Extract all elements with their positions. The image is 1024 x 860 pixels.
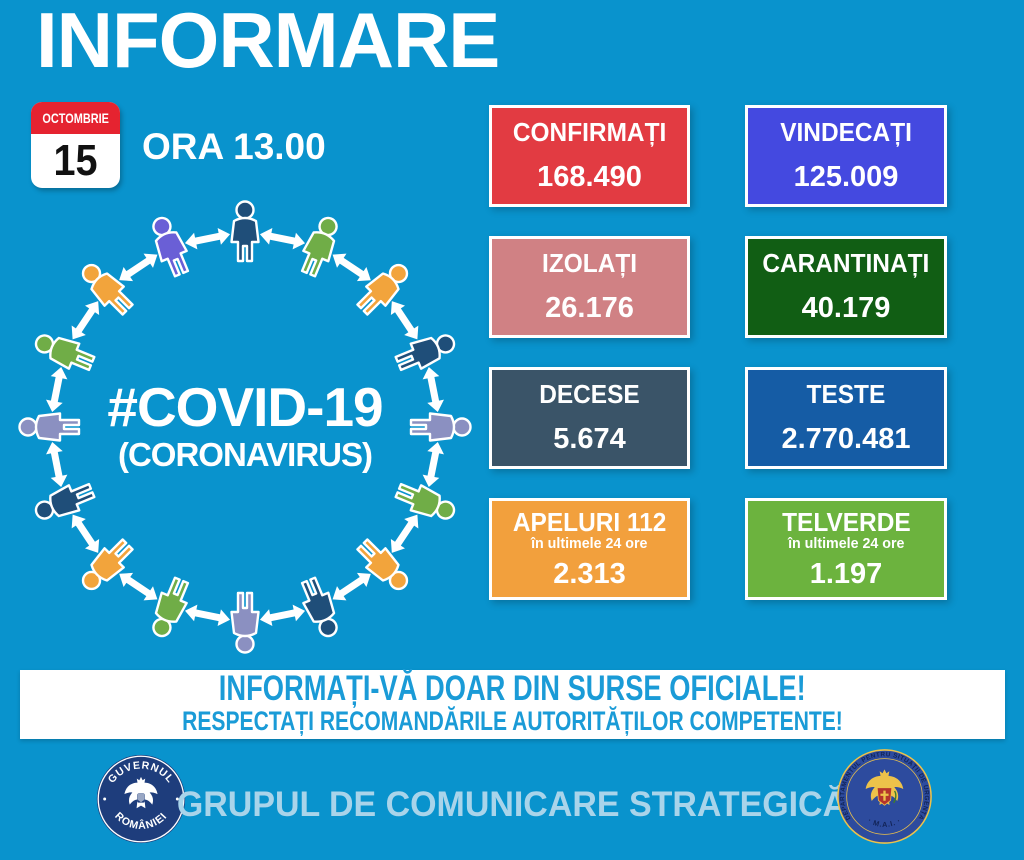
time-label: ORA 13.00	[142, 126, 326, 167]
stat-box-vindecati: VINDECAȚI 125.009	[745, 105, 947, 207]
double-arrow-icon	[119, 572, 158, 601]
double-arrow-icon	[422, 366, 444, 413]
person-figure-icon	[356, 263, 409, 316]
double-arrow-icon	[71, 301, 100, 340]
double-arrow-icon	[390, 301, 419, 340]
double-arrow-icon	[390, 514, 419, 553]
covid-circle-caption: #COVID-19 (CORONAVIRUS)	[10, 192, 480, 662]
stat-box-telverde: TELVERDE în ultimele 24 ore 1.197	[745, 498, 947, 600]
dsu-mai-seal-icon: DEPARTAMENTUL PENTRU SITUAȚII DE URGENȚA…	[837, 749, 932, 844]
double-arrow-icon	[46, 366, 68, 413]
stat-value: 40.179	[801, 292, 891, 325]
stat-value: 125.009	[793, 161, 899, 194]
gov-eagle-icon	[124, 776, 158, 809]
stats-grid: CONFIRMAȚI 168.490 VINDECAȚI 125.009 IZO…	[489, 105, 947, 600]
person-figure-icon	[394, 482, 456, 520]
stat-value: 2.313	[553, 557, 626, 590]
person-figure-icon	[34, 482, 96, 520]
person-figure-icon	[34, 334, 96, 372]
covid-people-circle: #COVID-19 (CORONAVIRUS)	[10, 192, 480, 662]
person-figure-icon	[356, 538, 409, 591]
covid-hashtag: #COVID-19	[107, 375, 383, 438]
stat-box-izolati: IZOLAȚI 26.176	[489, 236, 690, 338]
page-title: INFORMARE	[36, 0, 500, 84]
stat-label: TELVERDE	[781, 506, 911, 537]
double-arrow-icon	[184, 228, 231, 250]
double-arrow-icon	[46, 441, 68, 488]
stat-sublabel: în ultimele 24 ore	[531, 535, 648, 553]
stat-box-carantinati: CARANTINAȚI 40.179	[745, 236, 947, 338]
calendar-icon: OCTOMBRIE 15	[31, 102, 120, 188]
person-figure-icon	[230, 591, 260, 654]
calendar-day: 15	[53, 136, 98, 185]
calendar-month-band: OCTOMBRIE	[31, 102, 120, 134]
person-figure-icon	[152, 216, 190, 278]
stat-box-apeluri-112: APELURI 112 în ultimele 24 ore 2.313	[489, 498, 690, 600]
stat-box-decese: DECESE 5.674	[489, 367, 690, 469]
stat-label: IZOLAȚI	[541, 248, 638, 279]
person-figure-icon	[152, 576, 190, 638]
stat-label: APELURI 112	[512, 506, 667, 537]
stat-value: 1.197	[809, 557, 883, 590]
guvernul-romaniei-seal-icon: GUVERNUL ROMÂNIEI	[96, 754, 186, 844]
stat-value: 168.490	[537, 161, 642, 194]
dsu-eagle-icon	[865, 769, 904, 806]
person-figure-icon	[81, 263, 134, 316]
double-arrow-icon	[422, 441, 444, 488]
stat-box-confirmati: CONFIRMAȚI 168.490	[489, 105, 690, 207]
banner-line1: INFORMAȚI-VĂ DOAR DIN SURSE OFICIALE!	[219, 669, 806, 709]
double-arrow-icon	[71, 514, 100, 553]
person-figure-icon	[300, 216, 338, 278]
double-arrow-icon	[332, 253, 371, 282]
stat-value: 26.176	[545, 292, 634, 325]
footer-title: GRUPUL DE COMUNICARE STRATEGICĂ	[176, 785, 848, 824]
double-arrow-icon	[119, 253, 158, 282]
person-figure-icon	[409, 412, 472, 442]
stat-sublabel: în ultimele 24 ore	[787, 535, 905, 553]
svg-text:· M.A.I. ·: · M.A.I. ·	[866, 816, 902, 829]
stat-label: CARANTINAȚI	[762, 248, 930, 279]
stat-label: CONFIRMAȚI	[512, 117, 667, 148]
double-arrow-icon	[332, 572, 371, 601]
calendar-day-area: 15	[31, 134, 120, 188]
calendar-month: OCTOMBRIE	[42, 110, 109, 126]
stat-value: 5.674	[553, 423, 626, 456]
person-figure-icon	[394, 334, 456, 372]
stat-label: VINDECAȚI	[780, 117, 912, 148]
people-circle-graphic	[18, 200, 472, 654]
official-sources-banner: INFORMAȚI-VĂ DOAR DIN SURSE OFICIALE! RE…	[20, 670, 1005, 739]
stat-box-teste: TESTE 2.770.481	[745, 367, 947, 469]
double-arrow-icon	[259, 228, 306, 250]
coronavirus-label: (CORONAVIRUS)	[117, 435, 373, 473]
person-figure-icon	[300, 576, 338, 638]
stat-label: TESTE	[806, 379, 886, 410]
stat-label: DECESE	[539, 379, 640, 410]
person-figure-icon	[81, 538, 134, 591]
banner-line2: RESPECTAȚI RECOMANDĂRILE AUTORITĂȚILOR C…	[182, 706, 843, 737]
double-arrow-icon	[259, 604, 306, 626]
person-figure-icon	[230, 200, 260, 263]
dsu-seal-mai-text: · M.A.I. ·	[866, 816, 901, 829]
person-figure-icon	[18, 412, 81, 442]
double-arrow-icon	[184, 604, 231, 626]
stat-value: 2.770.481	[781, 423, 911, 456]
